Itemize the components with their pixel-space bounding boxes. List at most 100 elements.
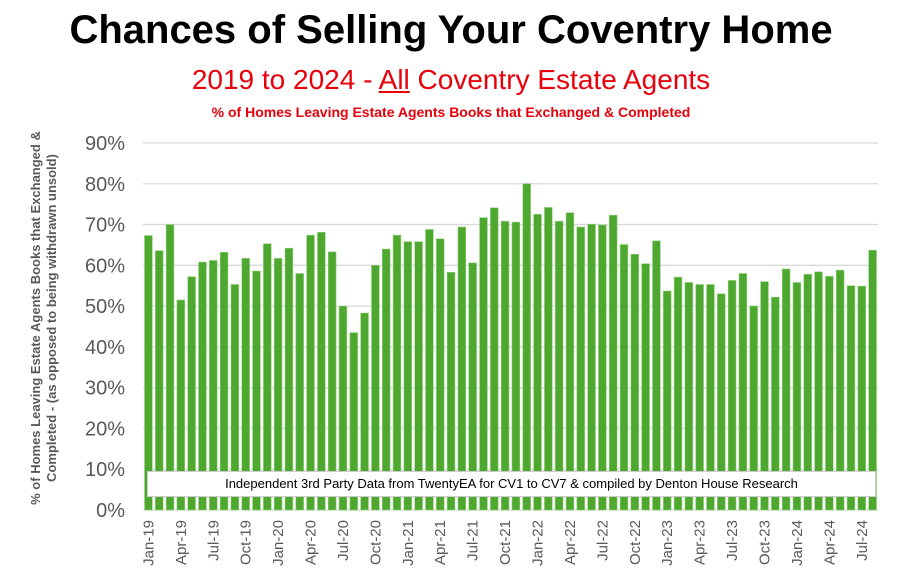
bar <box>598 224 607 511</box>
bar <box>825 276 834 511</box>
chart-subsubtitle: % of Homes Leaving Estate Agents Books t… <box>211 104 691 120</box>
bar <box>641 263 650 511</box>
bar <box>706 284 715 511</box>
bar <box>490 207 499 511</box>
x-tick-label: Apr-22 <box>562 520 579 565</box>
y-tick-label: 90% <box>85 133 125 155</box>
bar <box>695 284 704 511</box>
x-tick-label: Jan-23 <box>659 520 676 566</box>
x-tick-label: Jul-20 <box>335 520 352 561</box>
bar <box>511 221 521 511</box>
bar <box>468 262 477 511</box>
bar <box>619 244 629 511</box>
subtitle-part: Coventry Estate Agents <box>409 64 711 95</box>
bar <box>371 265 380 511</box>
bar <box>868 249 877 511</box>
y-tick-label: 40% <box>85 337 125 359</box>
bar <box>176 299 186 511</box>
x-tick-label: Jan-24 <box>789 520 806 566</box>
bar <box>727 280 737 511</box>
y-tick-label: 60% <box>85 255 125 277</box>
y-tick-label: 10% <box>85 459 125 481</box>
bar <box>771 296 780 511</box>
bar <box>209 260 218 511</box>
x-tick-label: Apr-20 <box>303 520 320 565</box>
bar <box>187 276 196 511</box>
y-tick-label: 80% <box>85 174 125 196</box>
x-tick-label: Jan-20 <box>270 520 287 566</box>
subtitle-emphasis: All <box>378 64 410 95</box>
x-tick-label: Apr-21 <box>432 520 449 565</box>
bar <box>500 220 510 511</box>
bar <box>349 332 358 511</box>
bar <box>846 285 856 511</box>
bar <box>338 305 348 511</box>
bar <box>663 290 672 511</box>
bar <box>457 226 467 511</box>
bar <box>630 254 639 511</box>
bar <box>652 240 661 511</box>
bar <box>230 284 240 511</box>
bar <box>565 212 575 511</box>
subtitle-part: 2019 to 2024 - <box>191 64 379 95</box>
bar <box>392 234 402 511</box>
chart-title: Chances of Selling Your Coventry Home <box>69 8 833 52</box>
bar <box>781 268 791 511</box>
bar <box>857 285 866 511</box>
bar <box>165 224 175 511</box>
x-tick-label: Oct-21 <box>497 520 514 565</box>
bar <box>263 243 272 511</box>
bar <box>360 312 369 511</box>
chart-subtitle: 2019 to 2024 - All Coventry Estate Agent… <box>0 64 902 96</box>
bar <box>760 281 769 511</box>
bar <box>241 258 250 511</box>
bar <box>295 273 304 511</box>
bar <box>544 207 553 511</box>
bar <box>317 232 326 511</box>
y-axis-label: % of Homes Leaving Estate Agents Books t… <box>28 131 59 505</box>
x-tick-label: Jan-21 <box>400 520 417 566</box>
bar <box>219 251 229 511</box>
bar <box>446 271 456 511</box>
bar <box>803 274 812 511</box>
x-tick-label: Jan-22 <box>530 520 547 566</box>
bar <box>198 261 207 511</box>
bar <box>792 282 802 511</box>
bar <box>403 241 413 511</box>
y-tick-label: 50% <box>85 296 125 318</box>
bar <box>749 305 758 511</box>
bar <box>717 293 726 511</box>
x-tick-label: Jul-23 <box>724 520 741 561</box>
bar <box>684 282 694 511</box>
bar <box>738 273 748 511</box>
bar <box>673 276 683 511</box>
bar <box>479 217 488 511</box>
x-tick-label: Oct-19 <box>238 520 255 565</box>
bar <box>382 248 391 511</box>
source-note: Independent 3rd Party Data from TwentyEA… <box>147 471 876 497</box>
bar <box>533 214 542 511</box>
bar <box>155 250 164 511</box>
bar <box>306 234 315 511</box>
bar <box>414 241 423 511</box>
bar <box>425 229 434 511</box>
bar <box>554 220 564 511</box>
x-tick-label: Apr-24 <box>821 520 838 565</box>
x-tick-label: Oct-20 <box>367 520 384 565</box>
y-tick-label: 20% <box>85 418 125 440</box>
x-tick-label: Oct-23 <box>757 520 774 565</box>
bar <box>327 251 337 511</box>
x-tick-label: Oct-22 <box>627 520 644 565</box>
y-tick-label: 0% <box>96 500 125 522</box>
x-tick-label: Apr-23 <box>692 520 709 565</box>
bar <box>814 271 823 511</box>
bar <box>587 223 596 511</box>
bar <box>835 269 845 511</box>
y-tick-label: 30% <box>85 378 125 400</box>
x-tick-label: Jul-22 <box>594 520 611 561</box>
bar <box>608 214 618 511</box>
bar <box>522 183 531 511</box>
x-tick-label: Apr-19 <box>173 520 190 565</box>
